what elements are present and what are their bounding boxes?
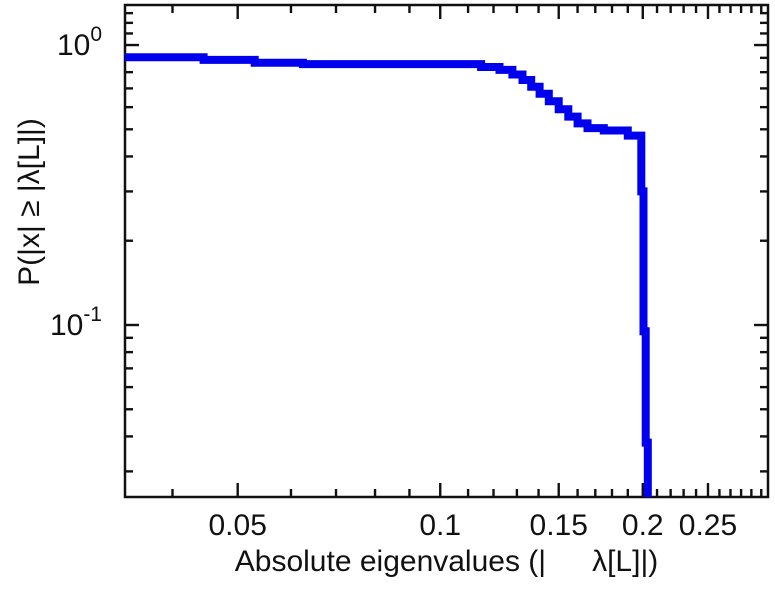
x-axis-label: Absolute eigenvalues (| λ[L]|) <box>125 545 768 579</box>
y-tick-label: 10-1 <box>50 303 102 342</box>
x-tick-label: 0.1 <box>419 509 461 542</box>
x-tick-label: 0.15 <box>530 509 588 542</box>
y-axis-label: P(|x| ≥ |λ[L]|) <box>13 118 46 286</box>
x-axis-label-left: Absolute eigenvalues (| <box>234 545 547 578</box>
x-tick-label: 0.05 <box>208 509 266 542</box>
x-axis-label-right: λ[L]|) <box>592 545 659 578</box>
y-tick-label: 100 <box>57 23 102 62</box>
axis-ticks <box>125 5 768 497</box>
ccdf-curve <box>125 53 652 497</box>
x-tick-label: 0.2 <box>622 509 664 542</box>
x-tick-label: 0.25 <box>679 509 737 542</box>
plot-frame <box>123 3 770 499</box>
